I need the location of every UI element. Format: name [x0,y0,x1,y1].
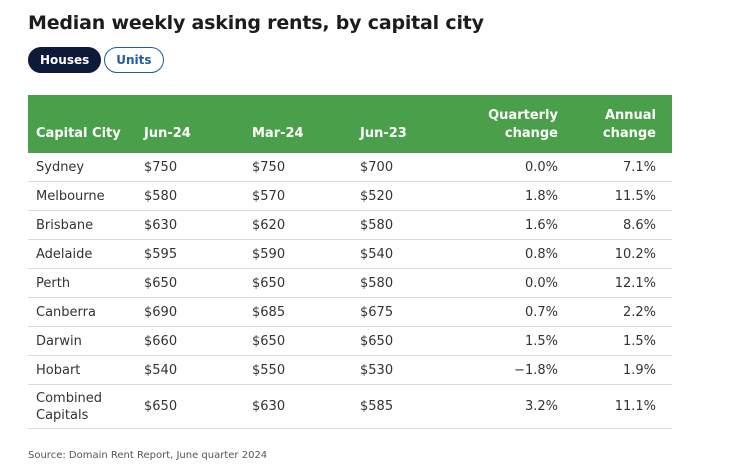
table-row: Combined Capitals $650 $630 $585 3.2% 11… [28,385,672,429]
table-row: Sydney $750 $750 $700 0.0% 7.1% [28,153,672,182]
cell-mar-24: $620 [252,217,286,233]
header-jun-23: Jun-23 [360,126,407,141]
cell-annual-change: 1.9% [622,362,656,378]
cell-quarterly-change: 0.0% [524,159,558,175]
cell-annual-change: 11.1% [614,399,656,414]
cell-mar-24: $630 [252,399,286,414]
source-note: Source: Domain Rent Report, June quarter… [28,450,268,461]
cell-mar-24: $750 [252,159,286,175]
cell-city: Perth [36,275,71,291]
table-header: Capital City Jun-24 Mar-24 Jun-23 Quarte… [28,95,672,153]
header-annual-change: Annual change [602,108,656,141]
header-mar-24: Mar-24 [252,126,304,141]
cell-jun-23: $585 [360,399,394,414]
cell-jun-24: $690 [144,304,178,320]
cell-quarterly-change: 1.6% [524,217,558,233]
cell-city: Darwin [36,333,82,349]
cell-quarterly-change: 1.5% [524,333,558,349]
cell-annual-change: 10.2% [614,246,656,262]
cell-jun-24: $650 [144,275,178,291]
cell-annual-change: 1.5% [622,333,656,349]
cell-jun-23: $700 [360,159,394,175]
cell-quarterly-change: 1.8% [524,188,558,204]
cell-city: Sydney [36,159,85,175]
cell-jun-23: $530 [360,362,394,378]
cell-jun-23: $520 [360,188,394,204]
cell-quarterly-change: 0.7% [524,304,558,320]
cell-jun-24: $660 [144,333,178,349]
cell-jun-24: $650 [144,399,178,414]
cell-quarterly-change: 0.0% [524,275,558,291]
cell-jun-23: $580 [360,217,394,233]
table-row: Melbourne $580 $570 $520 1.8% 11.5% [28,182,672,211]
cell-city: Canberra [36,304,96,320]
table-row: Darwin $660 $650 $650 1.5% 1.5% [28,327,672,356]
cell-annual-change: 11.5% [614,188,656,204]
cell-annual-change: 12.1% [614,275,656,291]
table-row: Adelaide $595 $590 $540 0.8% 10.2% [28,240,672,269]
header-quarterly-change: Quarterly change [488,108,558,141]
cell-jun-24: $595 [144,246,178,262]
cell-city: Brisbane [36,217,94,233]
cell-mar-24: $650 [252,333,286,349]
cell-city: Adelaide [36,246,93,262]
cell-city: Combined Capitals [36,390,103,423]
cell-annual-change: 8.6% [622,217,656,233]
table-row: Hobart $540 $550 $530 −1.8% 1.9% [28,356,672,385]
cell-jun-23: $540 [360,246,394,262]
cell-city: Hobart [36,362,81,378]
page-title: Median weekly asking rents, by capital c… [28,12,484,34]
cell-jun-23: $675 [360,304,394,320]
table-row: Canberra $690 $685 $675 0.7% 2.2% [28,298,672,327]
header-jun-24: Jun-24 [144,126,191,141]
cell-annual-change: 2.2% [622,304,656,320]
cell-jun-24: $580 [144,188,178,204]
cell-quarterly-change: 3.2% [524,399,558,414]
cell-mar-24: $550 [252,362,286,378]
cell-jun-24: $750 [144,159,178,175]
cell-annual-change: 7.1% [622,159,656,175]
cell-jun-23: $580 [360,275,394,291]
rents-table: Capital City Jun-24 Mar-24 Jun-23 Quarte… [28,95,672,429]
cell-mar-24: $650 [252,275,286,291]
units-tab[interactable]: Units [104,47,164,73]
table-row: Brisbane $630 $620 $580 1.6% 8.6% [28,211,672,240]
cell-mar-24: $590 [252,246,286,262]
cell-city: Melbourne [36,188,105,204]
houses-tab[interactable]: Houses [28,47,102,73]
cell-jun-24: $540 [144,362,178,378]
property-type-toggle: Houses Units [28,47,164,73]
cell-mar-24: $685 [252,304,286,320]
cell-jun-23: $650 [360,333,394,349]
cell-quarterly-change: 0.8% [524,246,558,262]
cell-quarterly-change: −1.8% [514,362,558,378]
table-row: Perth $650 $650 $580 0.0% 12.1% [28,269,672,298]
cell-jun-24: $630 [144,217,178,233]
header-capital-city: Capital City [36,126,121,141]
cell-mar-24: $570 [252,188,286,204]
